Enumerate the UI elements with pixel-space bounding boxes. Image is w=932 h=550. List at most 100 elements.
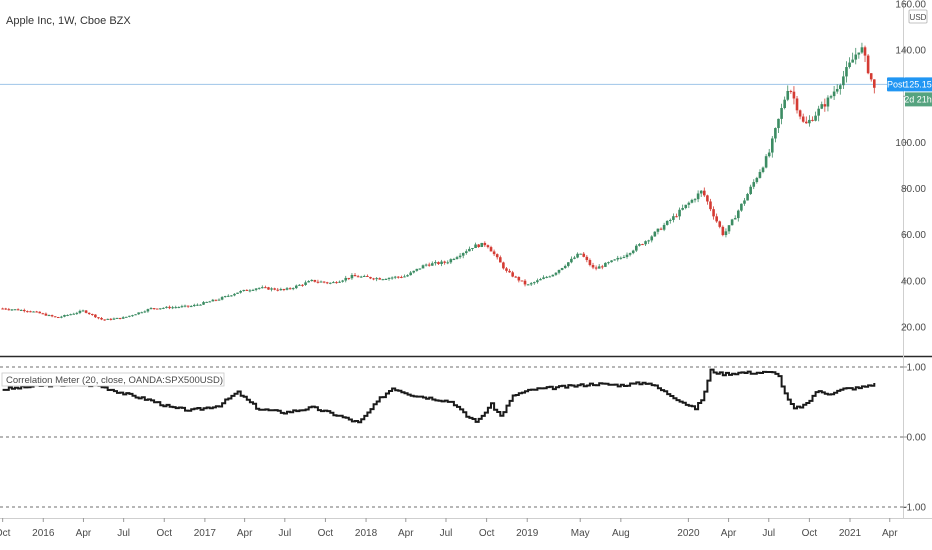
candle-body [792, 91, 796, 99]
currency-badge[interactable]: USD [908, 9, 928, 24]
price-y-axis[interactable]: 20.00 40.00 60.00 80.00 100.00 140.00 160.00 [895, 0, 926, 333]
time-tick-label: Apr [237, 528, 253, 539]
candle-body [196, 304, 199, 306]
candle-body [767, 152, 771, 157]
candle-body [112, 318, 116, 320]
price-pane[interactable]: 20.00 40.00 60.00 80.00 100.00 140.00 160.00 A… [0, 0, 932, 518]
candle-body [291, 288, 295, 290]
candle-body [369, 276, 372, 279]
candle-body [322, 281, 326, 283]
symbol-title[interactable]: Apple Inc, 1W, Cboe BZX [6, 15, 131, 27]
time-tick-label: 2019 [516, 528, 539, 539]
indicator-tick-label: 0.00 [907, 433, 927, 444]
indicator-legend[interactable]: Correlation Meter (20, close, OANDA:SPX5… [1, 372, 225, 387]
indicator-y-axis[interactable]: 1.00 0.00 -1.00 [903, 363, 926, 514]
candle-body [712, 209, 715, 217]
candle-body [755, 177, 759, 183]
candle-body [826, 97, 830, 107]
candle-body [486, 245, 490, 248]
candle-body [872, 79, 876, 88]
candle-body [211, 299, 215, 302]
candle-body [115, 317, 119, 319]
candle-body [344, 277, 348, 281]
candle-body [696, 193, 700, 200]
candle-body [619, 257, 623, 259]
candle-body [47, 315, 51, 317]
candle-body [307, 281, 310, 283]
candle-body [41, 313, 45, 315]
last-price-badge [905, 77, 932, 92]
candle-body [446, 262, 450, 264]
time-tick-label: 2018 [355, 528, 378, 539]
candle-body [502, 262, 505, 269]
candle-body [372, 278, 375, 280]
candle-body [780, 108, 783, 119]
candle-body [97, 317, 100, 319]
candle-body [94, 314, 97, 318]
candle-body [140, 312, 144, 314]
post-session-badge [887, 77, 905, 92]
candle-body [687, 202, 691, 205]
time-tick-label: Oct [479, 528, 495, 539]
candle-body [16, 309, 20, 311]
candle-body [319, 281, 323, 283]
candle-body [770, 138, 774, 153]
candle-body [746, 193, 749, 201]
candle-body [523, 280, 527, 285]
indicator-tick-label: -1.00 [903, 503, 926, 514]
candle-body [162, 307, 165, 309]
candle-body [483, 242, 487, 246]
candle-body [508, 270, 511, 273]
candle-body [551, 274, 555, 277]
candle-body [56, 317, 60, 319]
candle-body [214, 299, 218, 301]
candle-body [573, 257, 576, 259]
post-session-label: Post [887, 79, 906, 89]
candle-body [233, 293, 236, 296]
candle-body [189, 306, 193, 308]
candle-body [798, 110, 802, 117]
candle-body [341, 280, 344, 282]
candle-body [220, 297, 224, 300]
candle-body [66, 314, 69, 316]
time-tick-label: Aug [612, 528, 630, 539]
candle-body [563, 265, 567, 269]
candle-body [427, 264, 431, 266]
candle-body [733, 218, 737, 220]
candle-body [310, 279, 314, 282]
time-tick-label: Apr [882, 528, 898, 539]
currency-label: USD [910, 13, 927, 22]
last-price-label: 125.15 [904, 79, 932, 89]
indicator-pane[interactable]: 1.00 0.00 -1.00 Correlation Meter (20, clo… [0, 363, 926, 514]
indicator-title: Correlation Meter (20, close, OANDA:SPX5… [6, 375, 223, 386]
candle-body [29, 311, 32, 313]
candle-body [684, 204, 688, 209]
time-tick-label: 2016 [32, 528, 55, 539]
candle-body [72, 313, 76, 315]
candle-body [325, 282, 329, 284]
candle-body [613, 259, 616, 261]
candle-body [375, 278, 378, 280]
candle-body [560, 268, 564, 270]
time-axis[interactable]: Oct 2016 Apr Jul Oct 2017 Apr Jul Oct 2018 Apr Jul O… [0, 518, 898, 539]
candle-body [60, 316, 63, 318]
candle-body [869, 73, 873, 80]
candle-body [545, 276, 548, 278]
candle-body [285, 288, 289, 290]
candle-body [520, 280, 524, 282]
candle-body [174, 307, 178, 309]
candle-body [236, 292, 239, 294]
candle-body [390, 277, 394, 279]
candle-body [4, 308, 8, 310]
candle-body [835, 89, 839, 92]
candle-body [789, 90, 793, 92]
candle-body [19, 309, 23, 311]
candle-body [338, 281, 341, 283]
candle-body [736, 210, 740, 219]
candle-body [477, 244, 480, 248]
candle-body [860, 47, 864, 53]
candle-body [641, 244, 644, 246]
candle-body [505, 268, 508, 271]
candle-body [208, 301, 212, 303]
